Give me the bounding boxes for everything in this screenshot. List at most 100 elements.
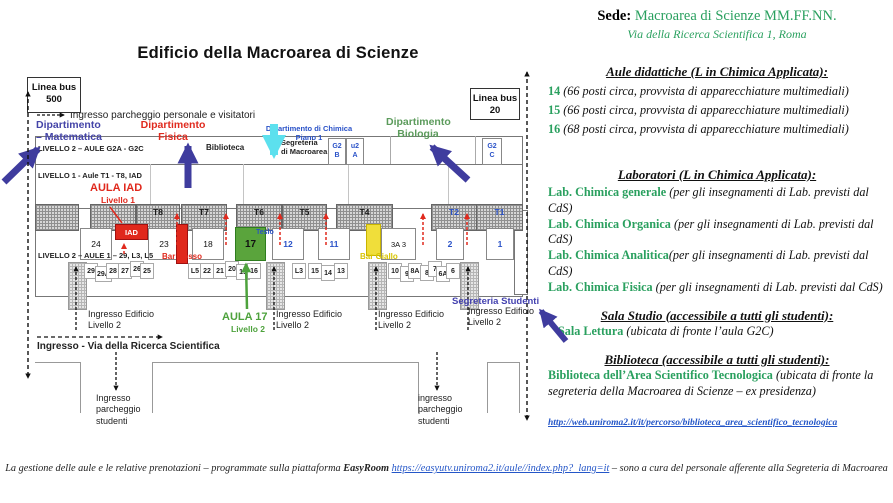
biblioteca-link[interactable]: http://web.uniroma2.it/it/percorso/bibli… [548, 417, 838, 428]
biblioteca-desc: (ubicata di fronte la segreteria della M… [548, 368, 874, 399]
building-mid-band [35, 164, 523, 210]
dept-chimica-line2: Piano 1 [295, 133, 323, 142]
bar-giallo-marker [366, 224, 381, 256]
sala-lettura-item: Sala Lettura (ubicata di fronte l’aula G… [558, 324, 886, 340]
wall-divider [150, 164, 151, 208]
ingresso-edificio-line1: Ingresso Edificio [276, 309, 343, 319]
room-21-label: 21 [216, 267, 224, 275]
room-g2b-line2: B [334, 151, 340, 159]
roof-block [35, 204, 79, 231]
aula-t8-label: T8 [153, 207, 163, 217]
room-g2c: G2 C [482, 138, 502, 165]
livello2-aule-label: LIVELLO 2 – AULE 1 – 29, L3, L5 [38, 251, 154, 260]
labs-list: Lab. Chimica generale (per gli insegname… [548, 185, 886, 296]
room-label: 13 [334, 263, 348, 279]
segreteria-studenti-label: Segreteria Studenti [452, 296, 540, 307]
room-label: 10 [388, 263, 402, 279]
aula-t1-label: T1 [494, 207, 505, 217]
lab-item: Lab. Chimica Fisica (per gli insegnament… [548, 280, 886, 296]
lab-desc: (per gli insegnamenti di Lab. previsti d… [548, 248, 869, 278]
labs-heading: Laboratori (L in Chimica Applicata): [617, 167, 817, 182]
segreteria-macroarea-label: Segreteria di Macroarea [281, 138, 327, 156]
room-22-label: 22 [203, 267, 211, 275]
room-l5-label: L5 [190, 267, 200, 275]
entrance-column [460, 262, 479, 310]
room-15-label: 15 [311, 267, 319, 275]
wall-divider [448, 164, 449, 208]
aule-list: 14 (66 posti circa, provvista di apparec… [548, 82, 886, 139]
sede-value: Macroarea di Scienze MM.FF.NN. [634, 8, 837, 24]
address: Via della Ricerca Scientifica 1, Roma [627, 27, 807, 41]
roof-block-t2: T2 [431, 204, 477, 231]
aula-t2-label: T2 [449, 207, 459, 217]
room-label: L3 [292, 263, 306, 279]
aula-number: 15 [548, 103, 561, 117]
aula-desc: (66 posti circa, provvista di apparecchi… [560, 103, 849, 117]
parcheggio-studenti-label-2: ingresso parcheggio studenti [418, 393, 463, 427]
bar-rosso-label: Bar Rosso [162, 252, 203, 261]
room-8a-label: 8A [410, 267, 420, 275]
roof-block-t5: T5 [282, 204, 327, 231]
ingresso-edificio-line2: Livello 2 [88, 320, 122, 331]
room-iad-highlight: IAD [115, 224, 148, 240]
building-map: Edificio della Macroarea di Scienze Line… [1, 44, 569, 427]
ingresso-edificio-line2: Livello 2 [468, 317, 502, 328]
parcheggio-line2: parcheggio [418, 404, 463, 415]
parcheggio-studenti-label-1: Ingresso parcheggio studenti [96, 393, 141, 427]
wall-divider [243, 164, 244, 208]
room-8-label: 8 [425, 269, 429, 277]
footer-text-post: – sono a cura del personale afferente al… [609, 463, 888, 474]
room-29-label: 29 [87, 267, 95, 275]
room-label: 15 [308, 263, 322, 279]
easyroom-link[interactable]: https://easyutv.uniroma2.it/aule//index.… [391, 463, 610, 474]
room-1-label: 1 [497, 239, 503, 249]
easyroom-brand: EasyRoom [343, 463, 390, 474]
dept-chimica-label: Dipartimento di Chimica Piano 1 [260, 124, 358, 142]
aula-item: 15 (66 posti circa, provvista di apparec… [548, 101, 886, 120]
lab-name: Lab. Chimica generale [548, 185, 667, 199]
room-11-label: 11 [329, 239, 339, 249]
room-3a-3-label: 3A 3 [390, 239, 406, 249]
ingresso-edificio-label-2: Ingresso Edificio Livello 2 [276, 309, 342, 332]
room-2: 2 [436, 228, 464, 260]
biblioteca-heading: Biblioteca (accessibile a tutti gli stud… [604, 352, 830, 368]
room-18: 18 [192, 228, 224, 260]
lab-name: Lab. Chimica Organica [548, 216, 671, 231]
sede-line: Sede: Macroarea di Scienze MM.FF.NN. [548, 8, 886, 25]
sala-name: Sala Lettura [558, 323, 624, 338]
parcheggio-line3: studenti [418, 415, 450, 426]
aula-desc: (68 posti circa, provvista di apparecchi… [560, 122, 849, 136]
room-label: 8A [408, 263, 422, 279]
room-3a-3: 3A 3 [381, 228, 416, 260]
room-25-label: 25 [143, 267, 151, 275]
room-6a-label: 6A [438, 270, 448, 278]
parcheggio-line2: parcheggio [96, 404, 141, 415]
bus-20-line2: 20 [489, 105, 501, 117]
ingresso-edificio-line1: Ingresso Edificio [468, 306, 535, 316]
lab-desc: (per gli insegnamenti di Lab. previsti d… [548, 185, 869, 215]
lab-desc: (per gli insegnamenti di Lab. previsti d… [548, 216, 874, 247]
lab-item: Lab. Chimica Analitica(per gli insegname… [548, 248, 886, 280]
room-29a-label: 29A [97, 270, 110, 278]
ingresso-edificio-label-3: Ingresso Edificio Livello 2 [378, 309, 444, 332]
sala-studio-heading: Sala Studio (accessibile a tutti gli stu… [600, 307, 834, 323]
room-20-label: 20 [228, 265, 236, 273]
aula-item: 16 (68 posti circa, provvista di apparec… [548, 120, 886, 139]
lab-desc: (per gli insegnamenti di Lab. previsti d… [652, 279, 883, 294]
segreteria-macroarea-line1: Segreteria [281, 138, 318, 147]
dept-biologia-line1: Dipartimento [386, 116, 451, 128]
ingresso-edificio-label-4: Ingresso Edificio Livello 2 [468, 306, 534, 329]
room-13-label: 13 [337, 267, 345, 275]
aula-17-callout: AULA 17 [222, 311, 268, 323]
biblioteca-label: Biblioteca [206, 143, 245, 152]
aula-item: 14 (66 posti circa, provvista di apparec… [548, 82, 886, 101]
ingresso-edificio-line2: Livello 2 [378, 320, 412, 331]
room-label: 6 [446, 263, 460, 279]
room-19-label: 19 [239, 268, 247, 276]
livello1-label: LIVELLO 1 - Aule T1 - T8, IAD [38, 171, 142, 180]
aula-t5-label: T5 [299, 207, 310, 217]
bar-giallo-label: Bar Giallo [360, 252, 398, 261]
parcheggio-line1: ingresso [418, 393, 453, 403]
wall-divider [475, 136, 476, 164]
dept-biologia-label: Dipartimento Biologia [386, 116, 451, 140]
